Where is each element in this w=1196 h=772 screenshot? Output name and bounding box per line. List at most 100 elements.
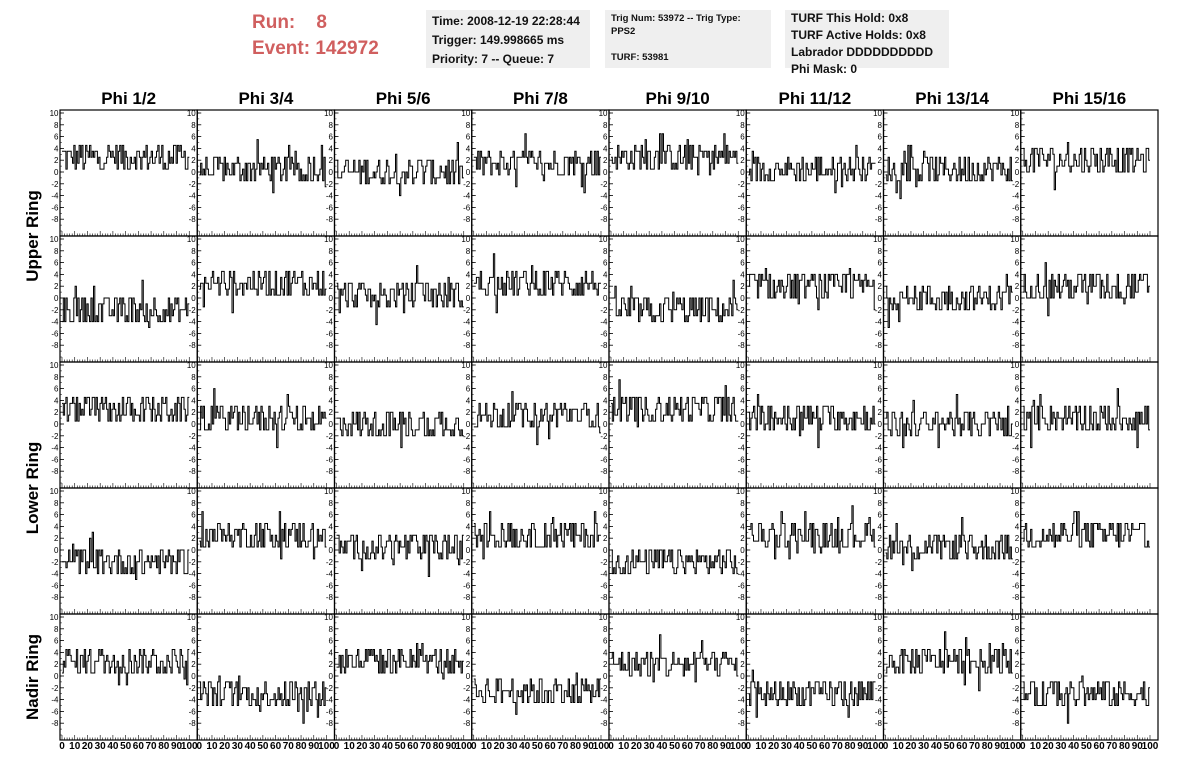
labrador-text: Labrador DDDDDDDDDD (791, 45, 934, 59)
x-tick-label: 10 (618, 741, 630, 752)
column-header: Phi 13/14 (915, 89, 989, 108)
waveform-panel (59, 613, 198, 741)
y-tick-label: 2 (191, 156, 196, 165)
y-tick-label: 2 (54, 282, 59, 291)
y-tick-label: -6 (463, 707, 471, 716)
x-tick-label: 50 (944, 741, 956, 752)
y-tick-label: -2 (738, 684, 746, 693)
waveform-trace (199, 270, 327, 314)
y-tick-label: 10 (1010, 487, 1019, 496)
y-tick-label: 2 (466, 534, 471, 543)
y-tick-label: 4 (878, 648, 883, 657)
y-tick-label: 8 (466, 247, 471, 256)
y-tick-label: -6 (875, 707, 883, 716)
y-tick-label: 6 (878, 637, 883, 646)
waveform-panel (471, 487, 610, 615)
y-tick-label: -2 (189, 306, 197, 315)
y-tick-label: 0 (1015, 546, 1020, 555)
y-tick-label: -4 (738, 318, 746, 327)
y-tick-label: 4 (466, 396, 471, 405)
y-tick-label: 8 (603, 121, 608, 130)
x-tick-label: 10 (755, 741, 767, 752)
y-tick-label: -6 (875, 329, 883, 338)
y-tick-label: -8 (189, 467, 197, 476)
y-tick-label: 10 (599, 487, 608, 496)
y-tick-label: 0 (191, 294, 196, 303)
y-tick-label: -8 (189, 593, 197, 602)
y-tick-label: -4 (600, 192, 608, 201)
y-tick-label: 0 (191, 546, 196, 555)
y-tick-label: -4 (1012, 318, 1020, 327)
waveform-trace (1022, 262, 1150, 317)
x-tick-label: 60 (819, 741, 831, 752)
y-tick-label: 2 (878, 408, 883, 417)
y-tick-label: 6 (603, 259, 608, 268)
y-tick-label: 0 (54, 546, 59, 555)
x-tick-label: 50 (806, 741, 818, 752)
waveform-panel (608, 361, 747, 489)
y-tick-label: 8 (878, 121, 883, 130)
y-tick-label: 4 (329, 270, 334, 279)
x-tick-label: 70 (969, 741, 981, 752)
y-tick-label: 10 (187, 235, 196, 244)
y-tick-label: 10 (324, 487, 333, 496)
y-tick-label: 4 (878, 522, 883, 531)
x-tick-label: 90 (171, 741, 183, 752)
y-tick-label: 10 (873, 487, 882, 496)
y-tick-label: -2 (1012, 306, 1020, 315)
y-tick-label: 8 (329, 373, 334, 382)
waveform-panel (1020, 613, 1159, 741)
waveform-trace (199, 675, 327, 724)
y-tick-label: -6 (326, 455, 334, 464)
y-tick-label: 2 (740, 534, 745, 543)
x-tick-label: 50 (1081, 741, 1093, 752)
x-tick-label: 90 (445, 741, 457, 752)
x-tick-label: 10 (69, 741, 81, 752)
y-tick-label: 4 (466, 144, 471, 153)
y-tick-label: 2 (1015, 282, 1020, 291)
waveform-panel (745, 361, 885, 489)
y-tick-label: 8 (54, 373, 59, 382)
waveform-trace (62, 649, 190, 686)
x-tick-label: 100 (1004, 741, 1021, 752)
y-tick-label: 10 (599, 361, 608, 370)
x-tick-label: 20 (1043, 741, 1055, 752)
y-tick-label: 4 (1015, 648, 1020, 657)
y-tick-label: -8 (463, 341, 471, 350)
waveform-trace (611, 279, 739, 323)
y-tick-label: 8 (1015, 373, 1020, 382)
waveform-trace (885, 144, 1013, 200)
x-tick-label: 30 (1055, 741, 1067, 752)
column-header: Phi 1/2 (101, 89, 156, 108)
y-tick-label: 2 (54, 534, 59, 543)
y-tick-label: 10 (736, 361, 745, 370)
y-tick-label: 6 (466, 133, 471, 142)
y-tick-label: 10 (1010, 235, 1019, 244)
y-tick-label: 4 (1015, 270, 1020, 279)
waveform-panel (1020, 109, 1159, 237)
y-tick-label: -4 (600, 318, 608, 327)
y-tick-label: 0 (191, 168, 196, 177)
y-tick-label: 6 (191, 511, 196, 520)
y-tick-label: 6 (603, 133, 608, 142)
x-tick-label: 60 (270, 741, 282, 752)
y-tick-label: -8 (463, 593, 471, 602)
waveform-trace (62, 144, 190, 170)
waveform-trace (473, 253, 601, 314)
y-tick-label: 0 (603, 672, 608, 681)
y-tick-label: -2 (463, 684, 471, 693)
y-tick-label: 0 (1015, 168, 1020, 177)
y-tick-label: -2 (875, 558, 883, 567)
y-tick-label: 8 (466, 373, 471, 382)
y-tick-label: -6 (600, 581, 608, 590)
x-tick-label: 40 (245, 741, 257, 752)
x-tick-label: 100 (181, 741, 198, 752)
y-tick-label: 6 (878, 511, 883, 520)
run-label: Run: (252, 12, 296, 33)
x-tick-label: 80 (1119, 741, 1131, 752)
y-tick-label: -8 (600, 215, 608, 224)
x-tick-label: 20 (905, 741, 917, 752)
x-tick-label: 60 (545, 741, 557, 752)
y-tick-label: -4 (51, 696, 59, 705)
y-tick-label: -4 (326, 444, 334, 453)
